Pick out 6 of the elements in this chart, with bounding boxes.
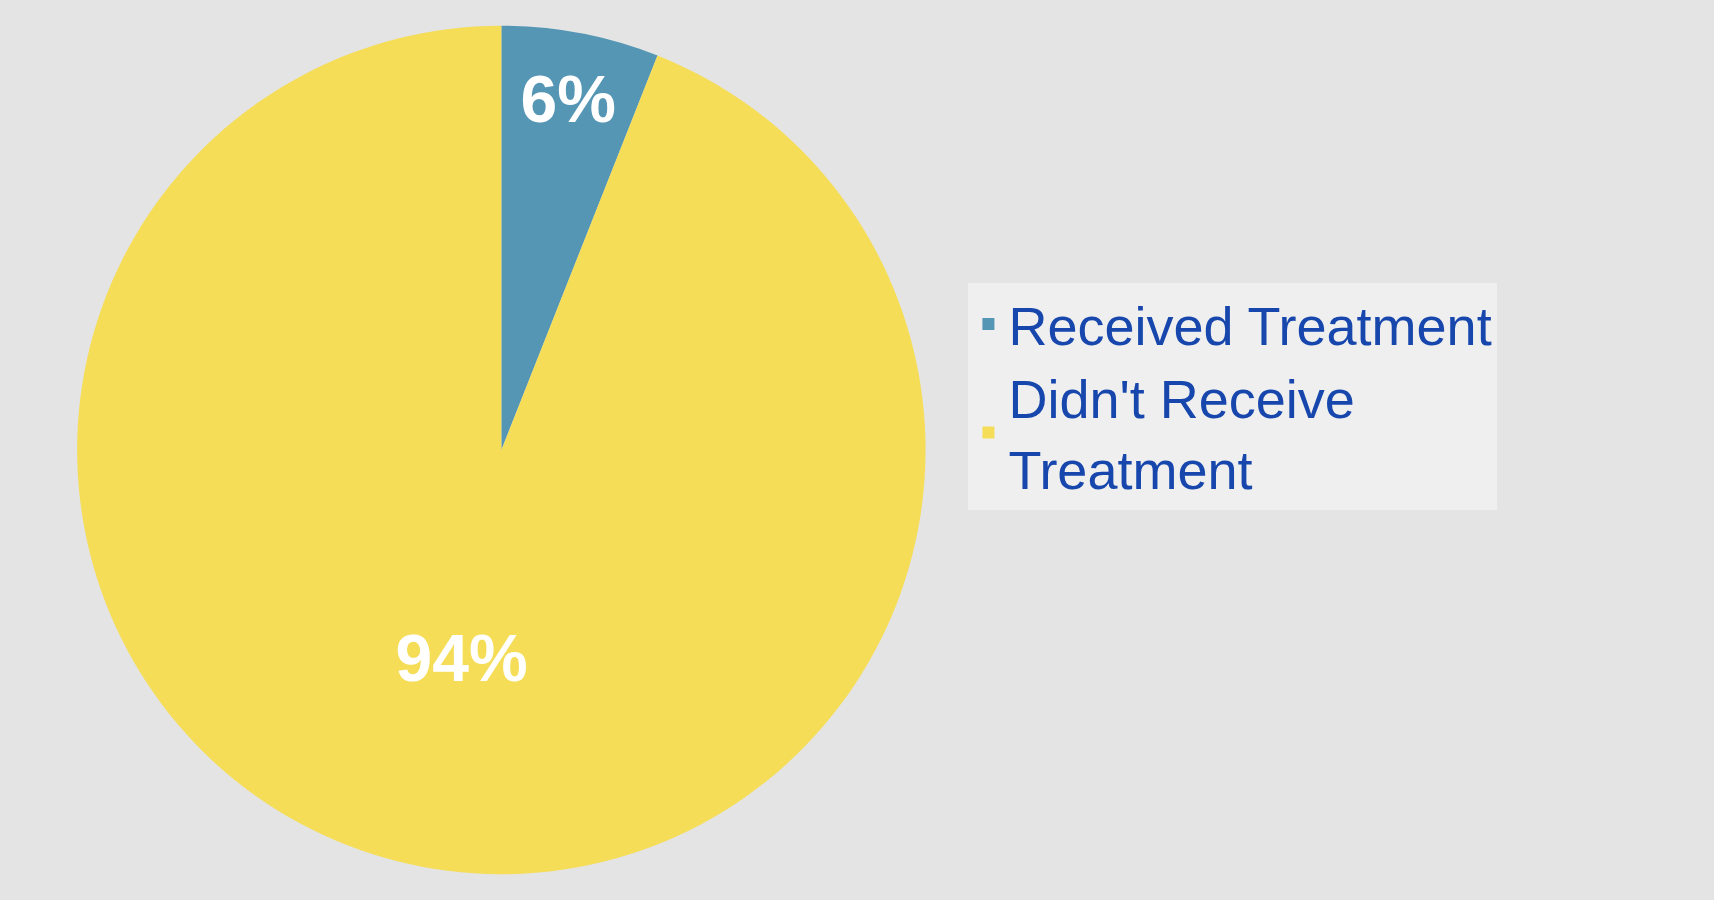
pie-slice bbox=[501, 25, 658, 450]
data-label: 94% bbox=[395, 621, 528, 696]
pie-slice bbox=[77, 25, 926, 874]
data-label: 6% bbox=[520, 62, 616, 137]
legend-label: Didn't Receive Treatment bbox=[1008, 369, 1355, 500]
legend-label: Received Treatment bbox=[1008, 296, 1492, 357]
